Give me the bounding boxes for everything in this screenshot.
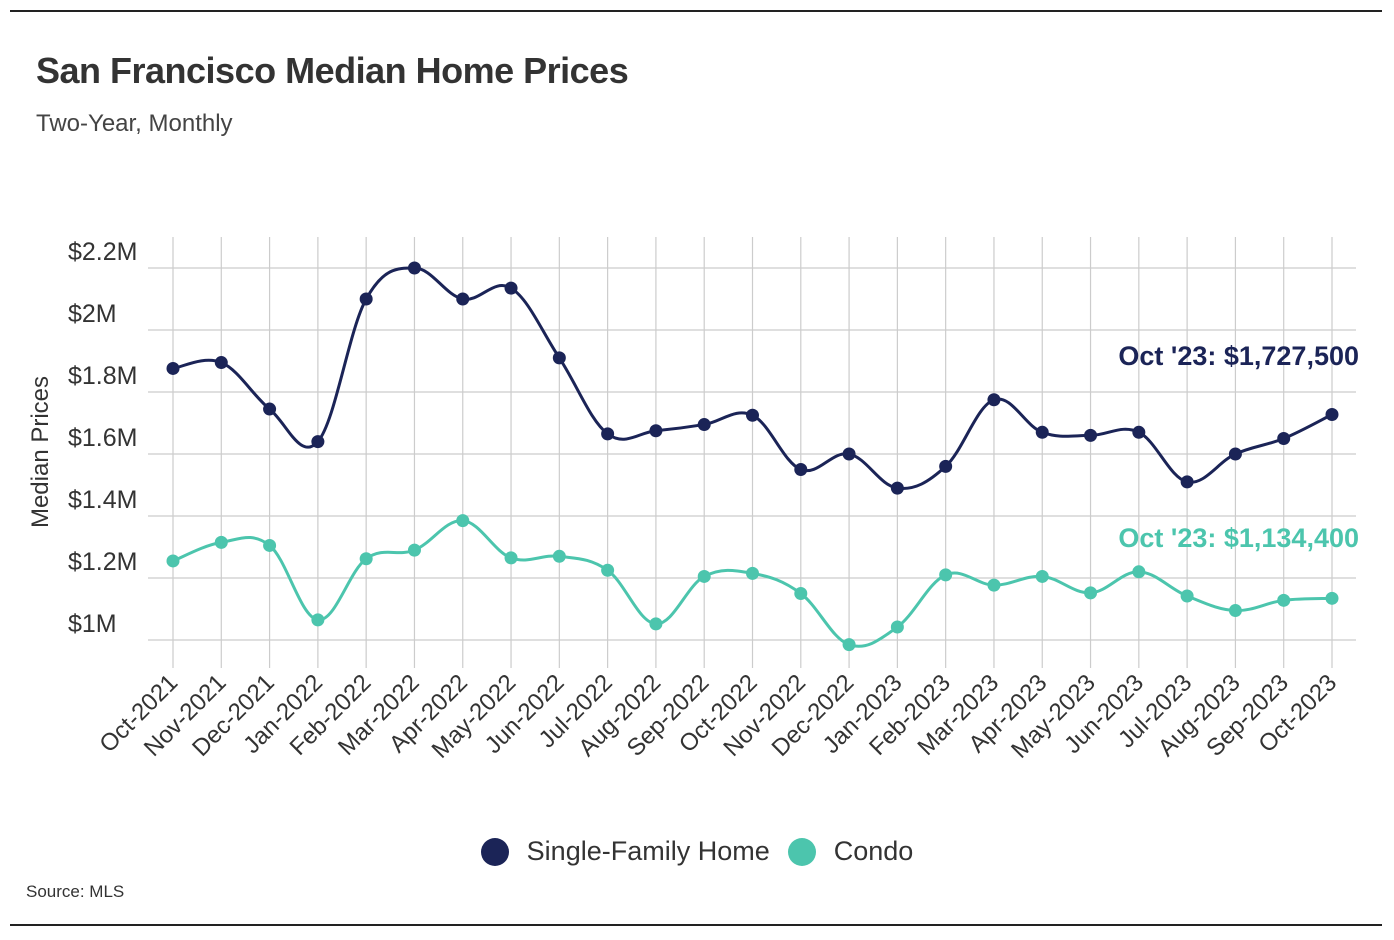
data-point-single-family[interactable] (1180, 475, 1194, 489)
legend-item-single-family[interactable]: Single-Family Home (480, 836, 770, 867)
data-point-condo[interactable] (890, 620, 904, 634)
condo-annotation: Oct '23: $1,134,400 (1118, 523, 1359, 553)
data-point-single-family[interactable] (697, 418, 711, 432)
data-point-single-family[interactable] (601, 427, 615, 441)
chart-canvas: $1M $1.2M $1.4M $1.6M $1.8M $2M $2.2M Oct-2021… (27, 237, 1359, 764)
data-point-condo[interactable] (407, 543, 421, 557)
y-tick-label: $1.8M (68, 362, 137, 390)
data-point-condo[interactable] (987, 578, 1001, 592)
x-axis-ticks: Oct-2021Nov-2021Dec-2021Jan-2022Feb-2022… (94, 669, 1342, 764)
data-point-condo[interactable] (1132, 565, 1146, 579)
grid-lines (148, 237, 1356, 668)
bottom-rule (10, 924, 1382, 926)
source-note: Source: MLS (26, 882, 125, 901)
data-point-condo[interactable] (1228, 604, 1242, 618)
data-point-single-family[interactable] (746, 408, 759, 422)
y-tick-label: $2.2M (68, 238, 137, 266)
data-point-single-family[interactable] (214, 356, 228, 370)
data-point-condo[interactable] (1084, 586, 1098, 600)
data-point-single-family[interactable] (1228, 447, 1242, 461)
single-family-annotation: Oct '23: $1,727,500 (1118, 341, 1359, 371)
data-point-condo[interactable] (842, 638, 856, 652)
data-point-condo[interactable] (552, 549, 566, 563)
data-point-single-family[interactable] (939, 459, 953, 473)
data-point-single-family[interactable] (359, 292, 373, 306)
data-point-condo[interactable] (746, 566, 759, 580)
chart-subtitle: Two-Year, Monthly (36, 110, 233, 137)
data-point-condo[interactable] (166, 554, 180, 568)
data-point-single-family[interactable] (456, 292, 470, 306)
legend: Single-Family Home Condo (0, 836, 1394, 867)
series-layer (166, 261, 1339, 652)
data-point-single-family[interactable] (504, 281, 518, 295)
data-point-condo[interactable] (1035, 569, 1049, 583)
data-point-single-family[interactable] (166, 361, 180, 375)
y-tick-label: $1M (68, 610, 117, 638)
y-axis-ticks: $1M $1.2M $1.4M $1.6M $1.8M $2M $2.2M (68, 238, 137, 638)
data-point-single-family[interactable] (842, 447, 856, 461)
data-point-single-family[interactable] (1325, 407, 1339, 421)
data-point-single-family[interactable] (1132, 425, 1146, 439)
legend-swatch-condo (787, 837, 816, 866)
series-single-family (166, 261, 1339, 495)
data-point-condo[interactable] (311, 613, 325, 627)
y-tick-label: $1.6M (68, 424, 137, 452)
data-point-condo[interactable] (214, 535, 228, 549)
data-point-condo[interactable] (939, 568, 953, 582)
legend-label-single-family: Single-Family Home (526, 836, 770, 866)
data-point-single-family[interactable] (263, 402, 277, 416)
data-point-condo[interactable] (697, 569, 711, 583)
data-point-condo[interactable] (1325, 591, 1339, 605)
data-point-single-family[interactable] (794, 463, 808, 476)
data-point-single-family[interactable] (1035, 425, 1049, 439)
y-axis-label: Median Prices (27, 376, 54, 528)
legend-item-condo[interactable]: Condo (787, 836, 914, 867)
series-condo (166, 514, 1339, 652)
y-tick-label: $1.2M (68, 548, 137, 576)
data-point-condo[interactable] (601, 563, 615, 577)
data-point-condo[interactable] (456, 514, 470, 528)
legend-label-condo: Condo (833, 836, 914, 866)
data-point-single-family[interactable] (1084, 428, 1098, 442)
data-point-single-family[interactable] (552, 351, 566, 365)
data-point-condo[interactable] (649, 617, 663, 631)
data-point-condo[interactable] (263, 538, 277, 552)
top-rule (10, 10, 1382, 12)
data-point-single-family[interactable] (987, 393, 1001, 407)
chart-title: San Francisco Median Home Prices (36, 50, 629, 91)
data-point-condo[interactable] (1277, 593, 1291, 607)
legend-swatch-single-family (480, 837, 509, 866)
y-tick-label: $2M (68, 300, 117, 328)
data-point-single-family[interactable] (407, 261, 421, 275)
data-point-condo[interactable] (359, 552, 373, 566)
data-point-condo[interactable] (504, 551, 518, 565)
data-point-single-family[interactable] (1277, 432, 1291, 445)
data-point-single-family[interactable] (311, 435, 325, 449)
data-point-condo[interactable] (1180, 589, 1194, 603)
data-point-single-family[interactable] (890, 481, 904, 495)
data-point-single-family[interactable] (649, 424, 663, 438)
data-point-condo[interactable] (794, 587, 808, 600)
y-tick-label: $1.4M (68, 486, 137, 514)
